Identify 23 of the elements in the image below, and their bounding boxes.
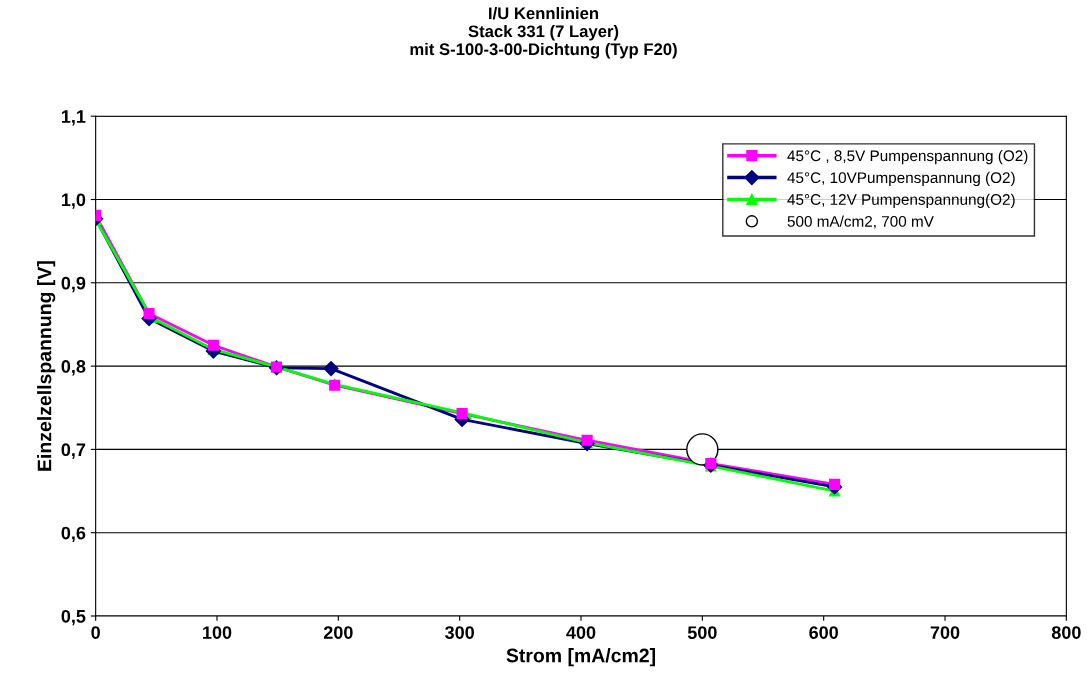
legend-label: 45°C , 8,5V Pumpenspannung (O2) [787, 149, 1028, 165]
legend-label: 45°C, 10VPumpenspannung (O2) [787, 171, 1015, 187]
y-tick-label: 1,1 [61, 110, 86, 126]
y-tick-label: 0,7 [61, 443, 86, 459]
legend-label: 45°C, 12V Pumpenspannung(O2) [787, 193, 1015, 208]
x-tick-label: 700 [930, 626, 960, 639]
chart-title: I/U Kennlinien Stack 331 (7 Layer) mit S-100-3-00-Dichtung (Typ F20) [410, 7, 677, 59]
y-tick-label: 0,5 [61, 609, 86, 626]
x-tick-label: 400 [566, 626, 596, 639]
x-tick-label: 800 [1051, 626, 1081, 639]
x-tick-label: 0 [91, 626, 100, 639]
y-tick-label: 1,0 [61, 193, 86, 209]
y-tick-label: 0,9 [61, 276, 86, 293]
y-tick-label: 0,8 [61, 360, 86, 376]
y-axis-title: Einzelzellspannung [V] [37, 261, 56, 471]
x-tick-label: 300 [445, 626, 474, 640]
legend-label: 500 mA/cm2, 700 mV [787, 215, 934, 229]
x-tick-label: 500 [687, 626, 717, 639]
x-axis-title: Strom [mA/cm2] [506, 648, 655, 667]
x-tick-label: 600 [809, 626, 838, 639]
x-tick-label: 200 [323, 626, 353, 639]
y-tick-label: 0,6 [61, 526, 86, 543]
x-tick-label: 100 [203, 626, 232, 639]
